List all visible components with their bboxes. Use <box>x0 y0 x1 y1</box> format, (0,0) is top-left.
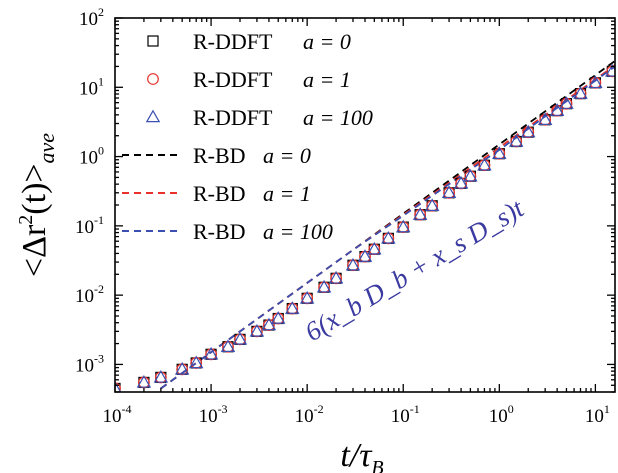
y-tick-label: 102 <box>79 5 104 30</box>
fit-line-3 <box>160 65 615 390</box>
y-tick-label: 10-2 <box>75 282 104 307</box>
y-tick-label: 10-3 <box>75 351 104 376</box>
data-point-triangle-34 <box>588 75 603 89</box>
x-tick-label: 10-2 <box>295 402 324 427</box>
y-tick-label: 10-1 <box>75 213 104 238</box>
data-point-triangle-21 <box>412 207 428 220</box>
legend-marker-circle <box>147 73 159 85</box>
data-point-triangle-30 <box>537 112 553 125</box>
data-point-triangle-2 <box>136 375 152 388</box>
legend-param: a = 1 <box>303 67 351 92</box>
legend-label: R-DDFT <box>193 29 273 54</box>
data-point-triangle-20 <box>395 219 411 233</box>
y-axis-title: <Δr2(t)>ave <box>15 133 59 277</box>
data-point-triangle-19 <box>381 230 396 244</box>
data-point-triangle-16 <box>345 257 361 271</box>
y-tick-label: 100 <box>79 144 104 169</box>
data-point-triangle-4 <box>174 361 190 375</box>
legend-label: R-BD <box>193 143 246 168</box>
legend-param: a = 0 <box>263 143 311 168</box>
data-point-triangle-24 <box>453 175 469 189</box>
x-tick-label: 10-3 <box>199 402 228 427</box>
data-point-triangle-25 <box>463 168 478 182</box>
legend-label: R-DDFT <box>193 105 273 130</box>
data-point-triangle-3 <box>153 369 169 383</box>
data-point-triangle-32 <box>559 96 574 109</box>
data-point-triangle-5 <box>188 355 204 369</box>
data-point-circle-1 <box>115 382 121 392</box>
y-tick-label: 101 <box>79 74 104 99</box>
legend-label: R-BD <box>193 219 246 244</box>
legend-param: a = 1 <box>263 181 311 206</box>
axis-ticks: 10-4 10-3 10-2 10-1 100 101 10-3 10-2 10-1 100 101… <box>75 5 615 427</box>
data-points <box>115 63 615 392</box>
x-axis-title: t/τB <box>340 437 383 473</box>
x-tick-label: 10-1 <box>391 402 420 427</box>
legend-label: R-DDFT <box>193 67 273 92</box>
legend-param: a = 0 <box>303 29 351 54</box>
x-tick-label: 10-4 <box>103 402 132 427</box>
data-point-triangle-13 <box>299 290 315 304</box>
data-point-triangle-7 <box>220 339 236 352</box>
data-point-triangle-11 <box>270 311 286 324</box>
legend-label: R-BD <box>193 181 246 206</box>
legend: R-DDFT a = 0 R-DDFT a = 1 R-DDFT a = 100 R-BD a… <box>122 29 373 244</box>
data-point-triangle-12 <box>285 301 300 314</box>
data-point-triangle-6 <box>203 346 219 360</box>
data-point-triangle-18 <box>367 241 382 255</box>
data-point-triangle-35 <box>605 63 615 77</box>
legend-param: a = 100 <box>263 219 333 244</box>
data-point-triangle-14 <box>316 279 332 293</box>
data-point-triangle-33 <box>573 86 588 99</box>
data-point-triangle-29 <box>520 124 536 138</box>
data-point-triangle-31 <box>549 103 565 116</box>
data-point-triangle-27 <box>492 146 507 159</box>
data-point-triangle-8 <box>232 331 248 345</box>
data-point-triangle-28 <box>508 134 524 147</box>
legend-param: a = 100 <box>303 105 373 130</box>
x-tick-label: 101 <box>585 402 610 427</box>
data-point-triangle-17 <box>357 249 373 262</box>
data-point-triangle-22 <box>424 198 440 212</box>
data-point-triangle-9 <box>249 323 265 337</box>
legend-marker-triangle <box>145 109 161 123</box>
data-point-triangle-1 <box>115 381 122 392</box>
data-point-triangle-15 <box>328 270 344 284</box>
legend-marker-square <box>147 35 159 47</box>
x-tick-label: 100 <box>489 402 514 427</box>
data-point-triangle-10 <box>261 317 277 331</box>
data-point-triangle-23 <box>441 185 457 199</box>
data-point-triangle-26 <box>477 157 492 171</box>
